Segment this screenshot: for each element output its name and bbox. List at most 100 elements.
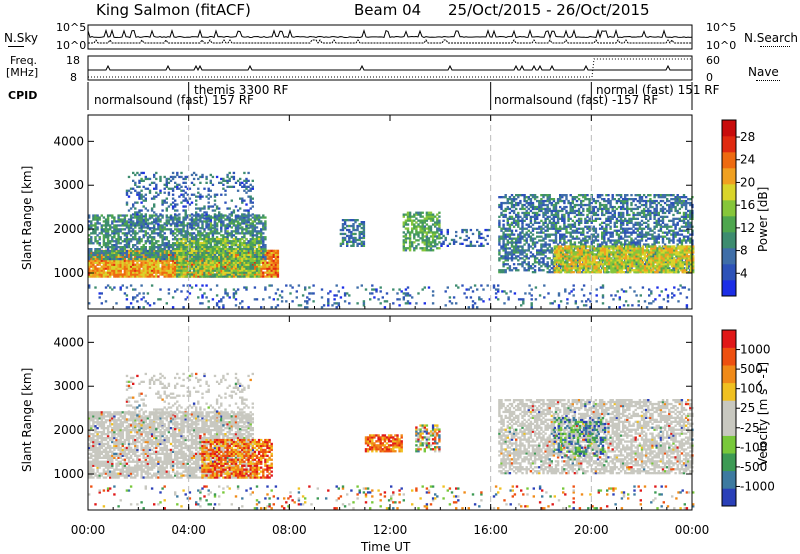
scatter-cell [531, 201, 535, 205]
scatter-cell [132, 259, 135, 262]
scatter-cell [186, 247, 189, 251]
scatter-cell [404, 235, 408, 238]
scatter-cell [167, 222, 171, 225]
scatter-cell [508, 196, 512, 199]
scatter-cell [207, 223, 210, 226]
scatter-cell [406, 213, 410, 216]
scatter-cell [228, 185, 231, 188]
scatter-cell [429, 247, 433, 250]
scatter-cell [218, 211, 221, 214]
scatter-cell [510, 253, 514, 256]
scatter-cell [192, 259, 196, 262]
scatter-cell [197, 271, 200, 274]
scatter-cell [176, 238, 179, 241]
scatter-cell [144, 193, 147, 196]
scatter-cell [104, 232, 108, 235]
nave-tick-top: 60 [706, 54, 720, 67]
scatter-cell [184, 239, 187, 243]
scatter-cell [117, 257, 120, 261]
scatter-cell [262, 240, 265, 243]
scatter-cell [577, 227, 581, 230]
scatter-cell [211, 232, 215, 235]
scatter-cell [588, 229, 591, 232]
scatter-cell [190, 257, 194, 261]
scatter-cell [146, 219, 150, 222]
scatter-cell [203, 267, 206, 270]
scatter-cell [150, 263, 154, 266]
scatter-cell [239, 253, 242, 256]
scatter-cell [253, 218, 257, 221]
scatter-cell [506, 223, 509, 226]
scatter-cell [234, 238, 238, 241]
scatter-cell [527, 249, 530, 252]
scatter-cell [132, 253, 135, 257]
scatter-cell [100, 275, 103, 278]
scatter-cell [171, 171, 175, 175]
scatter-cell [251, 179, 254, 182]
scatter-cell [159, 213, 162, 216]
scatter-cell [542, 196, 545, 199]
scatter-cell [169, 255, 173, 259]
scatter-cell [180, 175, 183, 179]
scatter-cell [165, 177, 168, 181]
scatter-cell [230, 255, 233, 259]
scatter-cell [500, 227, 503, 230]
scatter-cell [531, 255, 535, 258]
scatter-cell [502, 257, 505, 260]
scatter-cell [262, 261, 265, 264]
scatter-cell [346, 224, 349, 228]
scatter-cell [546, 249, 549, 252]
scatter-cell [517, 269, 520, 272]
scatter-cell [119, 242, 122, 245]
scatter-cell [199, 232, 202, 235]
scatter-cell [163, 232, 166, 235]
scatter-cell [434, 239, 437, 242]
scatter-cell [148, 273, 152, 276]
scatter-cell [176, 203, 179, 206]
scatter-cell [354, 219, 357, 222]
scatter-cell [249, 183, 252, 186]
scatter-cell [228, 275, 231, 278]
scatter-cell [523, 219, 526, 222]
scatter-cell [144, 255, 147, 258]
scatter-cell [167, 205, 171, 208]
scatter-cell [161, 240, 164, 243]
scatter-cell [127, 267, 131, 270]
scatter-cell [469, 242, 473, 245]
scatter-cell [224, 189, 227, 192]
scatter-cell [243, 199, 246, 202]
scatter-cell [142, 273, 145, 276]
scatter-cell [190, 243, 194, 247]
scatter-cell [253, 249, 257, 252]
scatter-cell [167, 249, 171, 252]
scatter-cell [559, 233, 562, 236]
scatter-cell [218, 255, 221, 258]
scatter-cell [504, 263, 507, 266]
scatter-cell [540, 269, 543, 272]
scatter-cell [415, 245, 418, 248]
scatter-cell [540, 198, 543, 201]
scatter-cell [429, 249, 433, 252]
scatter-cell [111, 220, 114, 223]
scatter-cell [236, 250, 240, 253]
scatter-cell [257, 250, 261, 253]
scatter-cell [262, 216, 265, 219]
scatter-cell [224, 271, 227, 274]
scatter-cell [521, 249, 524, 252]
scatter-cell [109, 271, 112, 274]
scatter-cell [136, 263, 139, 266]
scatter-cell [150, 227, 154, 230]
scatter-cell [257, 255, 261, 259]
scatter-cell [255, 275, 259, 278]
scatter-cell [362, 221, 366, 224]
scatter-cell [512, 253, 516, 256]
scatter-cell [346, 242, 349, 245]
scatter-cell [90, 275, 93, 278]
scatter-cell [419, 237, 422, 240]
scatter-cell [113, 271, 116, 274]
scatter-cell [201, 263, 204, 266]
scatter-cell [262, 236, 265, 239]
scatter-cell [165, 259, 168, 262]
scatter-cell [270, 249, 273, 252]
